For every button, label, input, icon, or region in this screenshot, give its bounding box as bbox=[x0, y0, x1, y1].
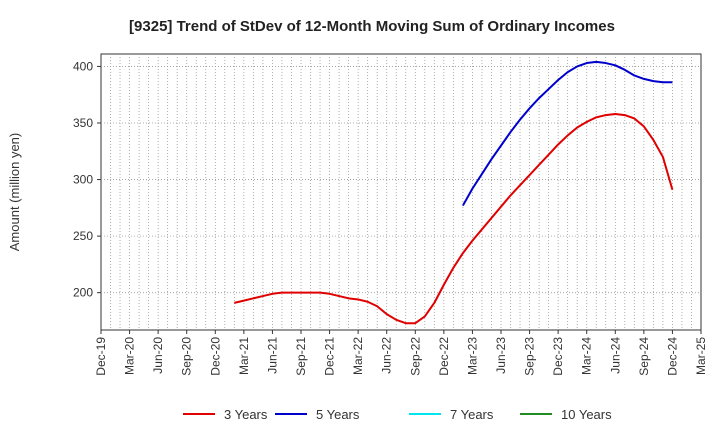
y-tick-label: 350 bbox=[73, 116, 93, 130]
x-tick-label: Jun-21 bbox=[265, 337, 279, 374]
x-tick-label: Dec-24 bbox=[665, 337, 679, 376]
y-axis-label: Amount (million yen) bbox=[7, 133, 22, 252]
legend: 3 Years 5 Years 7 Years 10 Years bbox=[183, 407, 612, 422]
x-tick-label: Sep-23 bbox=[523, 337, 537, 376]
x-tick-label: Dec-19 bbox=[94, 337, 108, 376]
series-lines bbox=[234, 60, 674, 325]
x-tick-label: Dec-21 bbox=[323, 337, 337, 376]
y-axis-ticks: 200 250 300 350 400 bbox=[73, 59, 101, 300]
y-tick-label: 200 bbox=[73, 286, 93, 300]
x-tick-label: Sep-22 bbox=[408, 337, 422, 376]
x-tick-label: Sep-20 bbox=[180, 337, 194, 376]
series-line-3-years bbox=[234, 112, 674, 325]
x-tick-label: Jun-24 bbox=[608, 337, 622, 374]
legend-label-10-years: 10 Years bbox=[561, 407, 612, 422]
series-line-5-years bbox=[462, 60, 673, 207]
legend-label-3-years: 3 Years bbox=[224, 407, 268, 422]
legend-label-5-years: 5 Years bbox=[316, 407, 360, 422]
x-tick-label: Mar-23 bbox=[465, 337, 479, 375]
x-tick-label: Jun-22 bbox=[380, 337, 394, 374]
grid bbox=[101, 54, 701, 330]
x-tick-label: Mar-25 bbox=[694, 337, 708, 375]
x-tick-label: Mar-21 bbox=[237, 337, 251, 375]
x-tick-label: Dec-23 bbox=[551, 337, 565, 376]
x-tick-label: Jun-23 bbox=[494, 337, 508, 374]
y-tick-label: 300 bbox=[73, 173, 93, 187]
x-tick-label: Dec-20 bbox=[208, 337, 222, 376]
x-tick-label: Mar-20 bbox=[123, 337, 137, 375]
x-tick-label: Sep-21 bbox=[294, 337, 308, 376]
legend-label-7-years: 7 Years bbox=[450, 407, 494, 422]
x-tick-label: Dec-22 bbox=[437, 337, 451, 376]
x-axis-ticks: Dec-19 Mar-20 Jun-20 Sep-20 Dec-20 Mar-21 Jun-… bbox=[94, 330, 708, 376]
x-tick-label: Mar-24 bbox=[580, 337, 594, 375]
plot-area bbox=[100, 53, 702, 331]
y-tick-label: 400 bbox=[73, 59, 93, 73]
chart-title: [9325] Trend of StDev of 12-Month Moving… bbox=[129, 18, 615, 35]
x-tick-label: Mar-22 bbox=[351, 337, 365, 375]
x-tick-label: Sep-24 bbox=[637, 337, 651, 376]
x-tick-label: Jun-20 bbox=[151, 337, 165, 374]
y-tick-label: 250 bbox=[73, 229, 93, 243]
